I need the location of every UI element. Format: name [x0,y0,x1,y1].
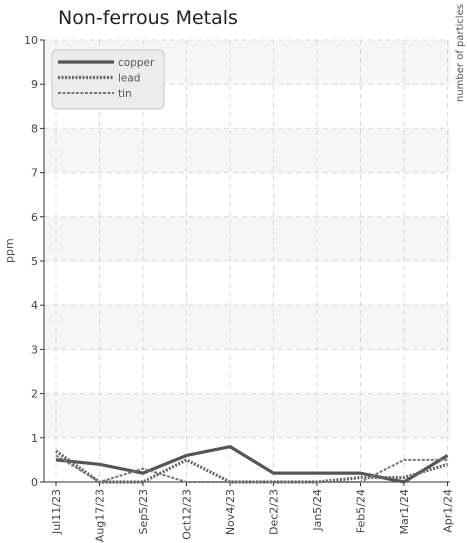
x-tick-label: Feb5/24 [355,489,368,533]
x-tick-label: Mar1/24 [398,489,411,534]
y-tick-label: 6 [31,211,38,224]
y-tick-label: 5 [31,255,38,268]
legend-box [51,49,165,110]
x-tick-label: Jul11/23 [50,489,63,535]
x-tick-label: Nov4/23 [224,489,237,535]
y-tick-label: 2 [31,388,38,401]
y-tick-label: 9 [31,78,38,91]
legend-label-copper: copper [118,57,155,69]
x-tick-label: Aug17/23 [94,489,107,542]
x-tick-label: Dec2/23 [268,489,281,535]
y-tick-label: 7 [31,167,38,180]
y-tick-label: 8 [31,122,38,135]
x-tick-label: Apr1/24 [442,489,455,533]
legend-label-lead: lead [118,73,140,85]
x-tick-label: Jan5/24 [311,489,324,532]
y-tick-label: 0 [31,476,38,489]
x-tick-label: Oct12/23 [181,489,194,540]
series-line-copper [55,445,449,484]
y-tick-label: 1 [31,432,38,445]
legend-label-tin: tin [118,88,132,100]
y-tick-label: 3 [31,343,38,356]
series-line-tin [55,454,448,483]
y-tick-label: 4 [31,299,38,312]
x-tick-label: Sep5/23 [137,489,150,534]
series-line-lead [55,449,448,484]
y-tick-label: 10 [24,34,38,47]
chart-title: Non-ferrous Metals [58,7,238,29]
